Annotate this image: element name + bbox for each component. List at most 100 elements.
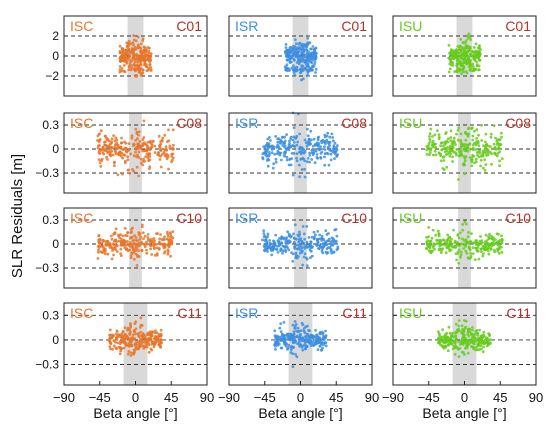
data-point	[457, 48, 461, 51]
data-point	[319, 245, 323, 249]
data-point	[470, 49, 474, 53]
data-point	[295, 335, 298, 339]
data-point	[168, 231, 172, 235]
data-point	[434, 153, 438, 157]
data-point	[163, 250, 167, 253]
data-point	[281, 251, 284, 255]
data-point	[130, 66, 134, 70]
data-point	[171, 146, 175, 150]
data-point	[465, 50, 469, 54]
data-point	[294, 339, 298, 343]
data-point	[327, 163, 331, 167]
data-point	[299, 70, 303, 74]
data-point	[282, 142, 286, 145]
data-point	[290, 345, 293, 348]
data-point	[439, 251, 443, 255]
data-point	[471, 252, 475, 256]
data-point	[479, 235, 482, 238]
data-point	[477, 342, 481, 345]
data-point	[285, 241, 289, 245]
data-point	[130, 64, 134, 67]
data-point	[143, 60, 147, 63]
data-point	[458, 149, 461, 153]
data-point	[500, 234, 503, 238]
data-point	[146, 140, 150, 144]
satellite-label: C11	[342, 305, 367, 321]
data-point	[425, 247, 428, 251]
data-point	[143, 56, 147, 59]
panel-isc-c08: ISC C08 0.3 0 −0.3	[35, 112, 208, 194]
data-point	[288, 233, 291, 237]
data-point	[261, 157, 265, 161]
data-point	[170, 160, 174, 164]
data-point	[475, 137, 478, 140]
panel-frame	[392, 112, 537, 194]
data-point	[279, 248, 282, 252]
data-point	[134, 150, 137, 154]
data-point	[270, 151, 274, 155]
data-point	[123, 57, 127, 61]
data-point	[471, 326, 474, 329]
data-point	[446, 233, 450, 237]
data-point	[299, 48, 302, 51]
data-point	[315, 243, 318, 247]
data-point	[461, 223, 465, 226]
data-point	[150, 142, 153, 146]
data-point	[287, 163, 291, 167]
data-point	[119, 243, 123, 247]
data-point	[298, 175, 302, 179]
data-point	[99, 250, 103, 254]
data-point	[139, 63, 143, 67]
data-point	[318, 337, 321, 341]
data-point	[474, 42, 478, 46]
data-point	[477, 155, 481, 159]
series-label: ISC	[70, 18, 93, 34]
data-point	[140, 248, 144, 252]
data-point	[139, 241, 143, 245]
data-point	[295, 65, 299, 69]
data-point	[323, 148, 327, 152]
data-point	[127, 344, 131, 348]
data-point	[453, 353, 457, 356]
data-point	[434, 233, 438, 237]
data-point	[482, 252, 485, 256]
data-point	[154, 329, 157, 333]
data-point	[449, 129, 453, 133]
data-point	[313, 60, 317, 63]
data-point	[323, 145, 326, 149]
data-point	[129, 42, 133, 46]
data-point	[471, 69, 474, 73]
data-point	[125, 248, 129, 251]
data-point	[128, 172, 132, 175]
data-point	[132, 34, 136, 37]
data-point	[456, 234, 460, 237]
data-point	[449, 50, 453, 54]
data-point	[300, 246, 304, 250]
data-point	[166, 250, 170, 254]
data-point	[498, 150, 502, 154]
data-point	[158, 146, 162, 149]
data-point	[111, 347, 114, 351]
data-point	[439, 243, 443, 247]
data-point	[118, 352, 122, 356]
data-point	[133, 60, 137, 64]
data-point	[495, 139, 499, 143]
data-point	[459, 250, 463, 254]
data-point	[309, 240, 313, 244]
data-point	[100, 157, 104, 161]
data-point	[165, 157, 169, 161]
data-point	[127, 68, 131, 72]
data-point	[448, 154, 452, 158]
data-point	[471, 134, 475, 138]
data-point	[287, 49, 291, 53]
data-point	[155, 253, 159, 257]
data-point	[463, 57, 467, 60]
data-point	[281, 249, 285, 253]
data-point	[134, 344, 137, 347]
data-point	[295, 52, 299, 55]
data-point	[471, 143, 475, 147]
data-point	[103, 247, 107, 251]
data-point	[285, 155, 289, 159]
data-point	[497, 252, 501, 255]
data-point	[137, 347, 140, 351]
